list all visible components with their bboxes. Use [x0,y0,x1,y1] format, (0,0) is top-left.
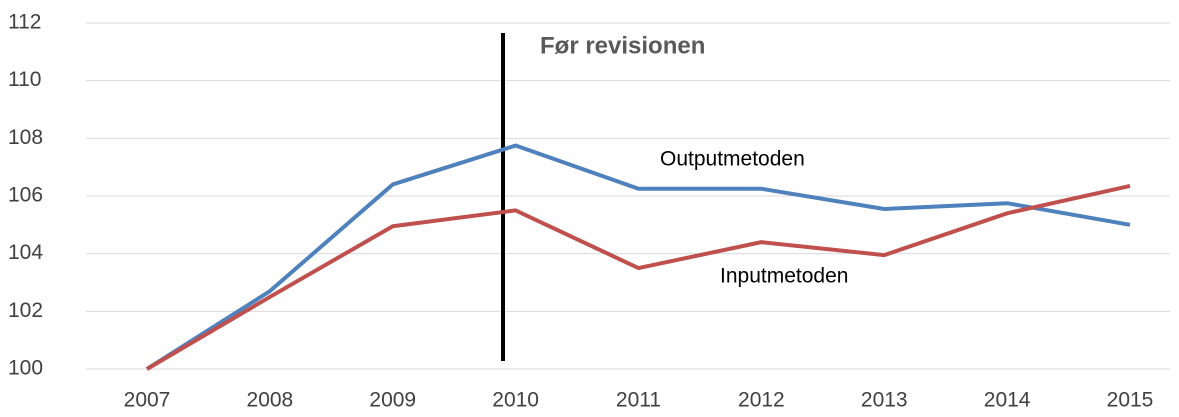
x-tick-label: 2015 [1107,389,1154,412]
y-tick-label: 112 [8,11,41,34]
series-line [145,183,1131,371]
y-tick-label: 106 [8,184,43,207]
x-tick-label: 2014 [984,389,1031,412]
y-tick-label: 100 [8,357,43,380]
x-tick-label: 2010 [492,389,539,412]
x-tick-label: 2011 [616,389,661,412]
x-tick-label: 2008 [247,389,294,412]
y-tick-label: 108 [8,126,43,149]
y-tick-label: 104 [8,241,43,264]
annotation: Før revisionen [540,32,705,59]
series-label: Outputmetoden [660,148,805,171]
x-tick-label: 2009 [369,389,416,412]
y-tick-label: 110 [8,68,41,91]
x-tick-label: 2013 [861,389,908,412]
series-line [145,143,1131,371]
y-tick-label: 102 [8,299,43,322]
x-tick-label: 2012 [738,389,785,412]
series-label: Inputmetoden [720,265,848,288]
x-tick-label: 2007 [124,389,171,412]
